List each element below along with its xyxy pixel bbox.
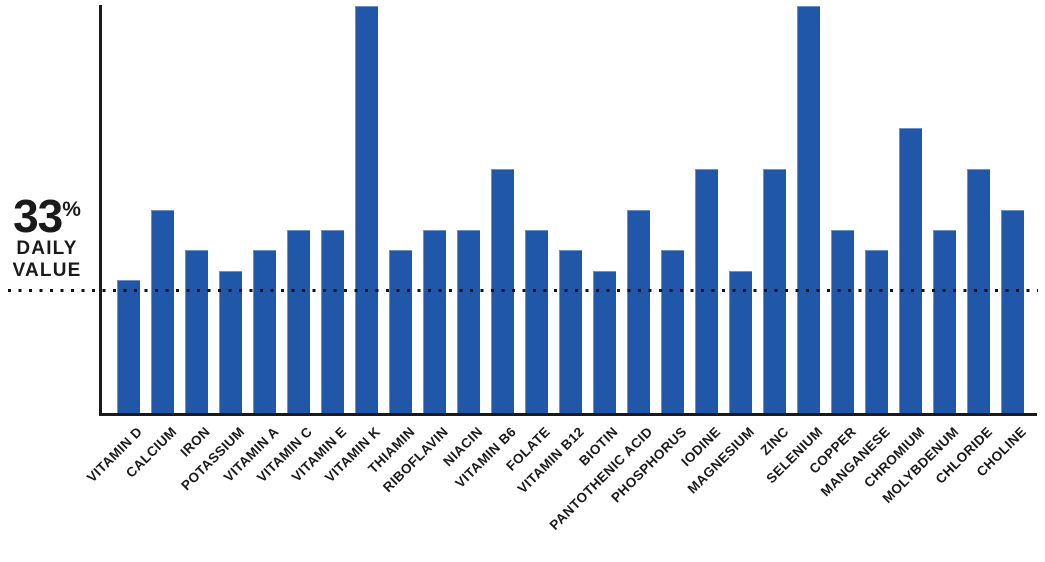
bar-vitamin-k [354,6,379,413]
bar-vitamin-e [320,230,345,413]
bar-molybdenum [932,230,957,413]
daily-value-annotation: 33% DAILY VALUE [0,188,94,282]
daily-label: DAILY [16,238,78,259]
bar-calcium [150,210,175,413]
bar-biotin [592,271,617,413]
bar-niacin [456,230,481,413]
bar-pantothenic-acid [626,210,651,413]
value-label: VALUE [12,260,82,281]
reference-line-value: 33% [0,188,94,239]
bar-folate [524,230,549,413]
daily-value-reference-line [8,289,1038,292]
bar-selenium [796,6,821,413]
bar-magnesium [728,271,753,413]
percent-number: 33 [13,190,63,242]
bar-vitamin-c [286,230,311,413]
percent-sign: % [62,198,81,221]
bar-choline [1000,210,1025,413]
bar-vitamin-d [116,280,141,413]
y-axis [99,5,102,416]
bar-potassium [218,271,243,413]
bar-copper [830,230,855,413]
bar-riboflavin [422,230,447,413]
bar-chromium [898,128,923,413]
x-axis [99,413,1037,416]
